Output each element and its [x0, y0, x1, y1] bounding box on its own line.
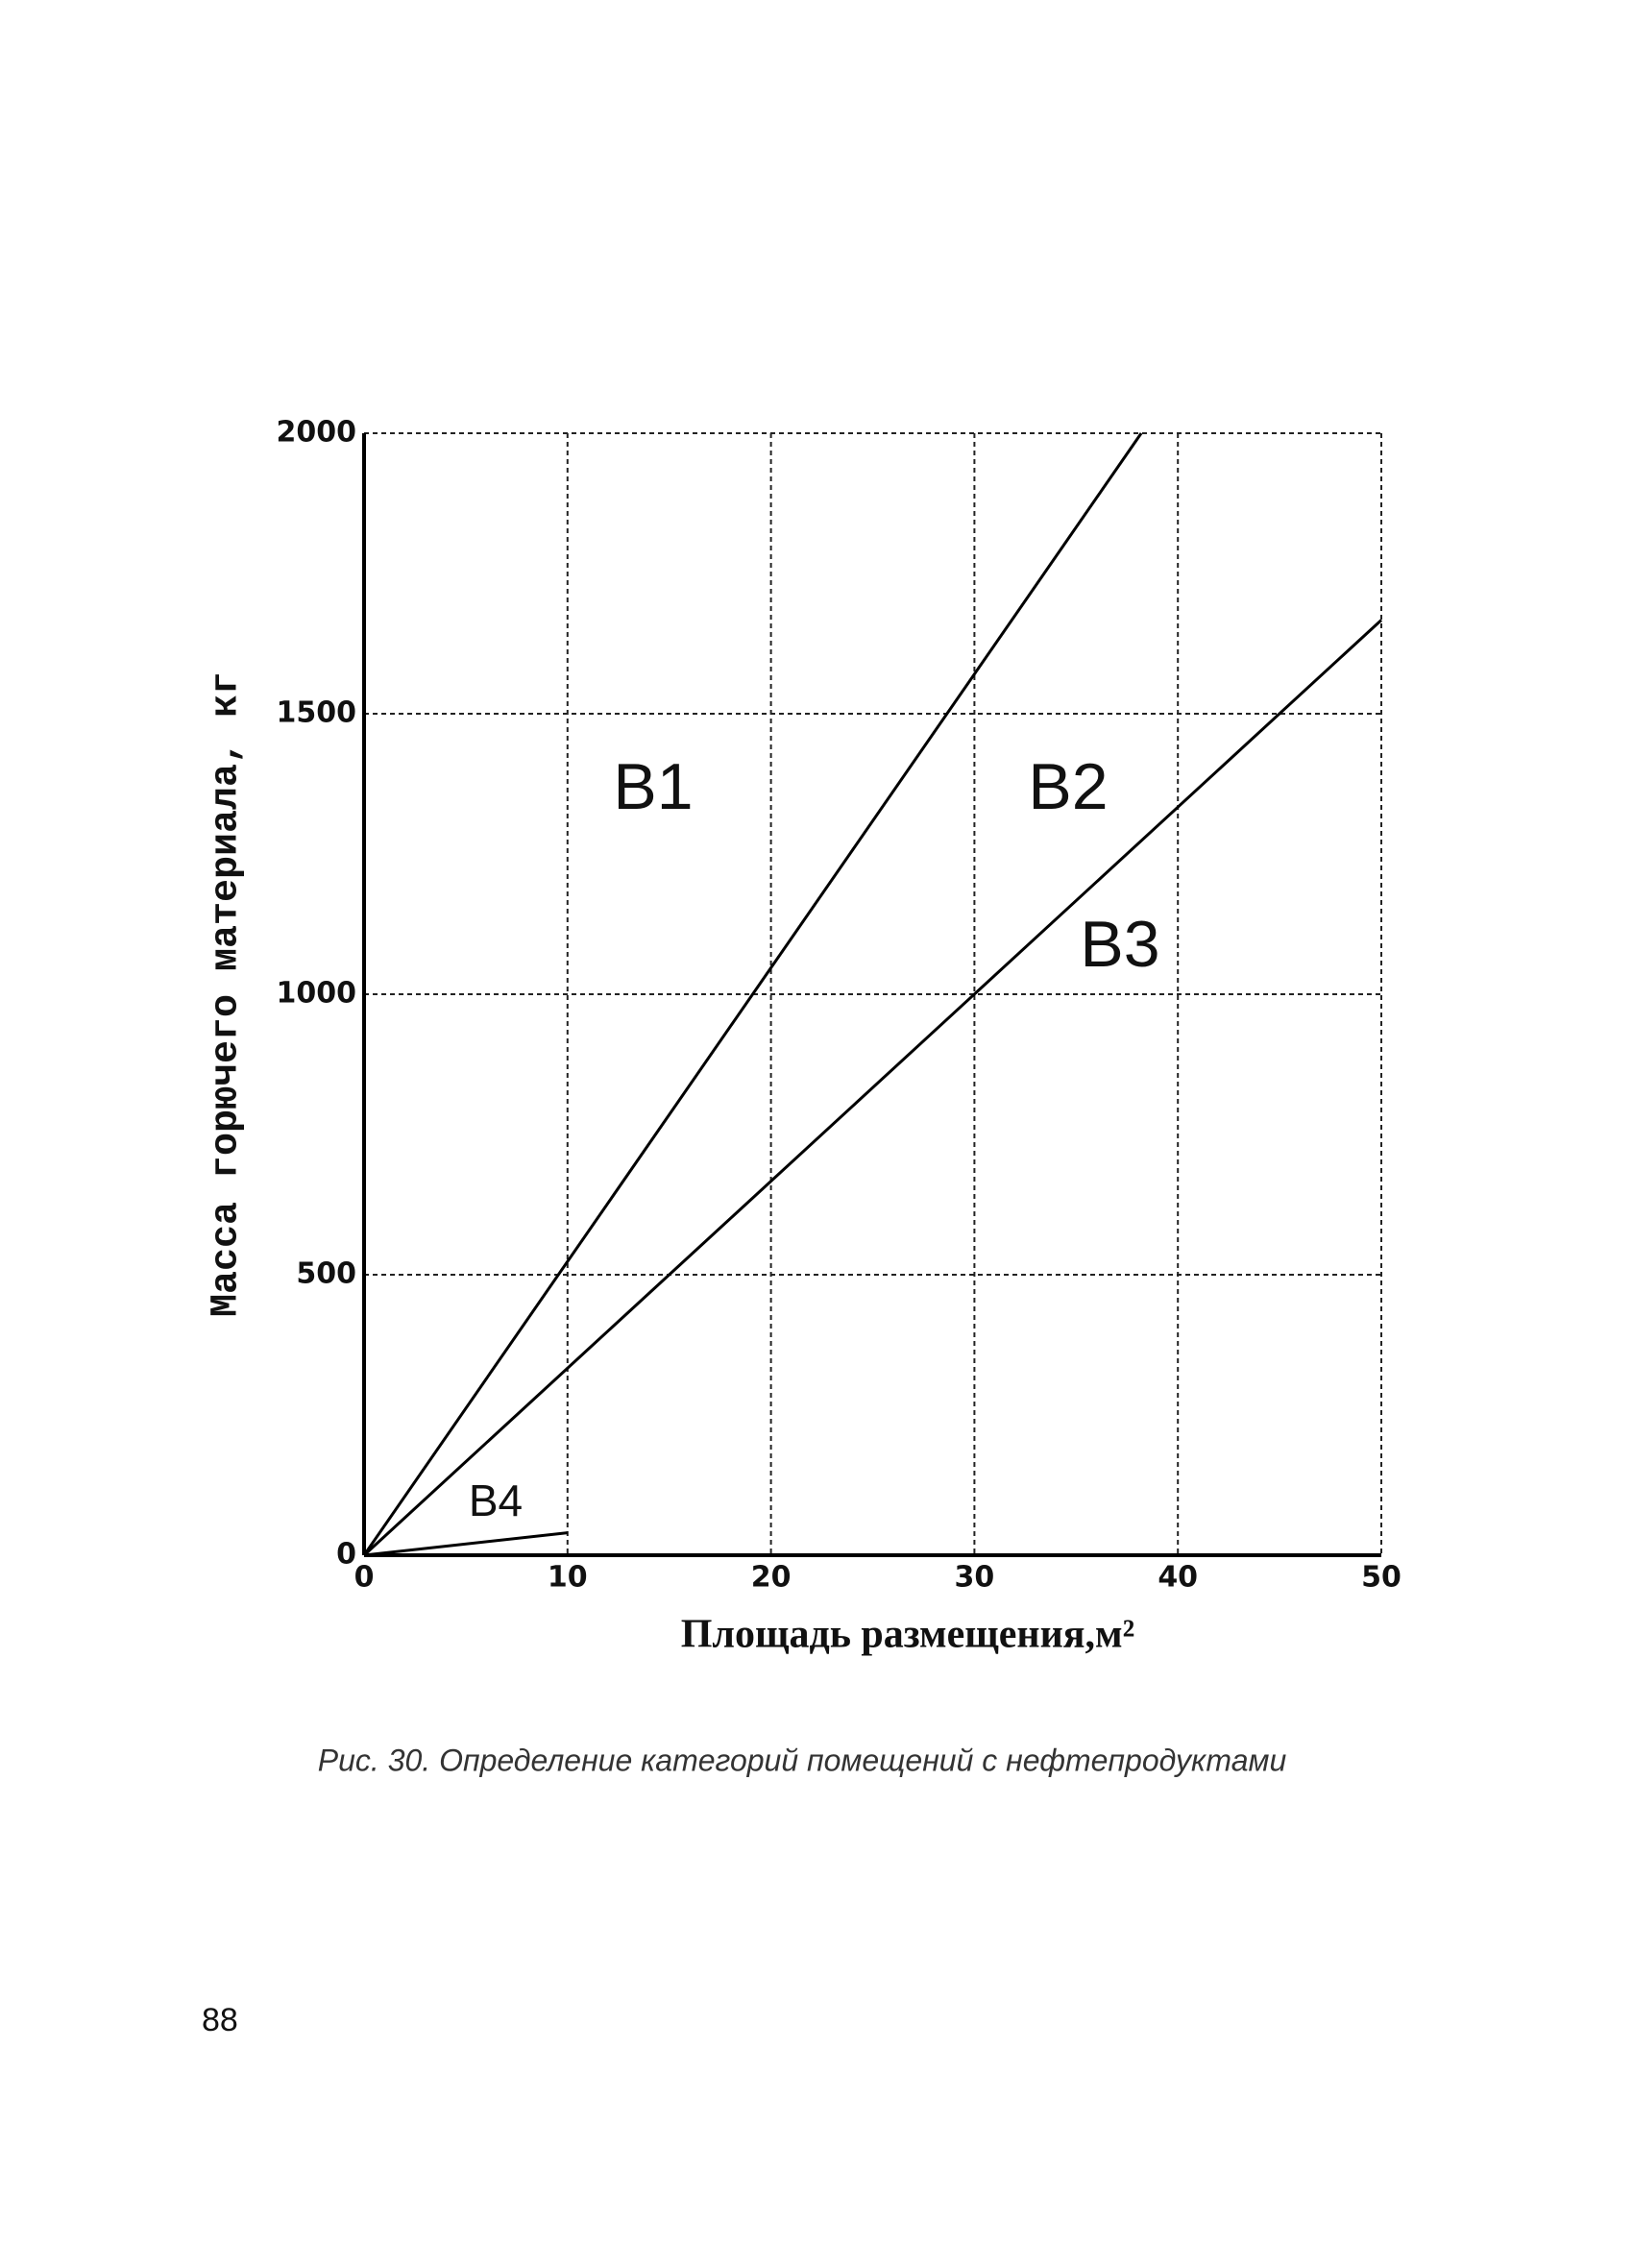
- y-tick-label: 1500: [277, 696, 357, 730]
- region-label: В2: [1028, 750, 1108, 823]
- x-tick-label: 40: [1158, 1561, 1198, 1595]
- boundary-line: [362, 432, 1143, 1556]
- x-tick-label: 50: [1361, 1561, 1401, 1595]
- x-tick-label: 0: [354, 1561, 375, 1595]
- y-tick-label: 500: [296, 1257, 356, 1291]
- x-tick-label: 10: [548, 1561, 588, 1595]
- y-tick-label: 2000: [277, 416, 357, 450]
- boundary-line: [363, 1531, 568, 1557]
- boundary-line: [362, 619, 1383, 1557]
- x-axis-label: Площадь размещения,м²: [681, 1613, 1134, 1657]
- x-tick-label: 20: [751, 1561, 792, 1595]
- region-label: В3: [1080, 908, 1159, 981]
- y-tick-label: 1000: [277, 977, 357, 1011]
- x-tick-label: 30: [955, 1561, 995, 1595]
- page-number: 88: [202, 2002, 238, 2038]
- region-label: В4: [469, 1475, 523, 1525]
- region-label: В1: [613, 750, 693, 823]
- y-tick-label: 0: [336, 1538, 356, 1572]
- caption: Рис. 30. Определение категорий помещений…: [318, 1743, 1287, 1777]
- y-axis-label: Масса горючего материала, кг: [206, 671, 249, 1317]
